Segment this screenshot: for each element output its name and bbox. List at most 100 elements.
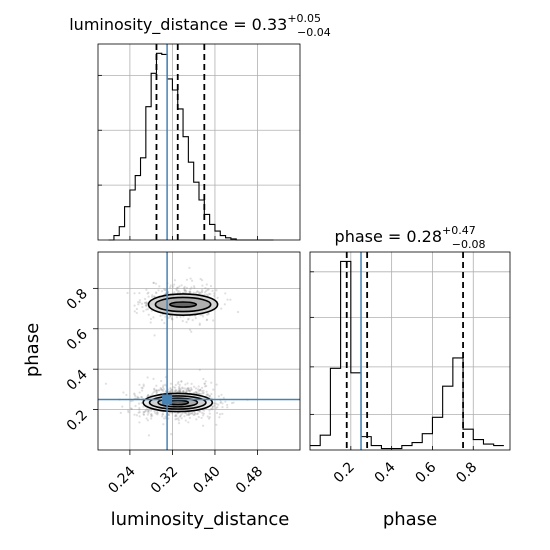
sample-point — [178, 389, 181, 392]
x-tick-label: 0.32 — [148, 464, 181, 497]
sample-point — [150, 414, 154, 417]
x-axis-label-luminosity-distance: luminosity_distance — [111, 509, 290, 530]
sample-point — [174, 415, 177, 418]
sample-point — [175, 388, 178, 392]
sample-point — [154, 282, 158, 285]
sample-point — [152, 295, 156, 298]
sample-point — [187, 387, 191, 390]
sample-point — [142, 383, 145, 386]
sample-point — [169, 389, 172, 393]
y-tick-label: 0.4 — [64, 367, 91, 394]
sample-point — [192, 413, 195, 416]
sample-point — [133, 310, 136, 313]
sample-point — [201, 315, 205, 318]
sample-point — [160, 388, 163, 391]
phase-histogram-panel: phase = 0.28+0.47 −0.08 phase 0.2 0.4 0.6 0.… — [309, 224, 511, 530]
sample-point — [200, 416, 203, 420]
sample-point — [168, 315, 172, 318]
sample-point — [224, 400, 227, 403]
contour-line — [157, 397, 199, 408]
sample-point — [191, 279, 194, 282]
histogram-bin — [141, 158, 146, 240]
sample-point — [226, 298, 229, 301]
sample-point — [140, 302, 144, 305]
sample-point — [178, 389, 181, 392]
histogram-bin — [125, 207, 130, 240]
sample-point — [161, 386, 165, 389]
histogram-bin — [412, 443, 422, 450]
sample-point — [185, 391, 188, 394]
histogram-bin — [422, 434, 432, 450]
sample-point — [133, 413, 136, 416]
sample-point — [201, 392, 204, 395]
sample-point — [197, 385, 200, 388]
sample-point — [171, 412, 174, 415]
sample-point — [162, 288, 166, 291]
sample-point — [184, 390, 188, 394]
sample-point — [182, 390, 185, 393]
sample-point — [145, 417, 148, 420]
sample-point — [202, 412, 205, 415]
sample-point — [207, 288, 210, 291]
histogram-bin — [341, 261, 351, 450]
sample-point — [177, 289, 180, 292]
sample-point — [200, 386, 204, 389]
sample-point — [199, 410, 202, 413]
sample-point — [188, 290, 192, 293]
sample-point — [195, 418, 198, 421]
sample-point — [177, 390, 181, 393]
sample-point — [151, 294, 154, 297]
sample-point — [137, 411, 140, 414]
sample-point — [147, 409, 150, 412]
sample-point — [190, 386, 193, 390]
sample-point — [170, 433, 173, 436]
sample-point — [205, 289, 208, 293]
sample-point — [193, 413, 196, 417]
histogram-bin — [135, 176, 140, 240]
sample-point — [171, 390, 174, 394]
sample-point — [209, 293, 212, 296]
sample-point — [190, 286, 193, 289]
sample-point — [186, 387, 190, 390]
phase-upper-error: +0.47 — [442, 224, 476, 237]
sample-point — [167, 413, 171, 416]
sample-point — [216, 296, 219, 299]
sample-point — [185, 321, 188, 324]
sample-point — [198, 322, 201, 325]
histogram-bin — [183, 137, 188, 240]
sample-point — [157, 389, 160, 392]
sample-point — [199, 388, 202, 391]
sample-point — [147, 291, 150, 294]
sample-point — [153, 387, 156, 390]
sample-point — [169, 388, 172, 391]
sample-point — [147, 434, 151, 437]
sample-point — [190, 388, 193, 391]
sample-point — [193, 412, 196, 415]
sample-point — [155, 388, 158, 392]
sample-point — [154, 291, 158, 294]
sample-point — [183, 288, 186, 291]
histogram-bin — [402, 446, 412, 450]
sample-point — [188, 266, 191, 269]
sample-point — [187, 317, 190, 320]
sample-point — [178, 390, 181, 393]
sample-point — [133, 393, 136, 396]
sample-point — [154, 411, 157, 414]
sample-point — [191, 319, 194, 322]
sample-point — [155, 412, 158, 415]
sample-point — [129, 407, 133, 410]
sample-point — [155, 384, 158, 387]
sample-point — [208, 394, 211, 397]
sample-point — [202, 377, 205, 381]
sample-point — [199, 314, 202, 317]
sample-point — [179, 414, 182, 418]
phase-title: phase = 0.28+0.47 −0.08 — [335, 224, 486, 251]
sample-point — [147, 409, 151, 412]
sample-point — [204, 287, 207, 290]
sample-point — [189, 412, 192, 415]
sample-point — [145, 304, 148, 307]
histogram-bin — [210, 224, 215, 240]
sample-point — [187, 413, 190, 417]
sample-point — [156, 411, 159, 414]
